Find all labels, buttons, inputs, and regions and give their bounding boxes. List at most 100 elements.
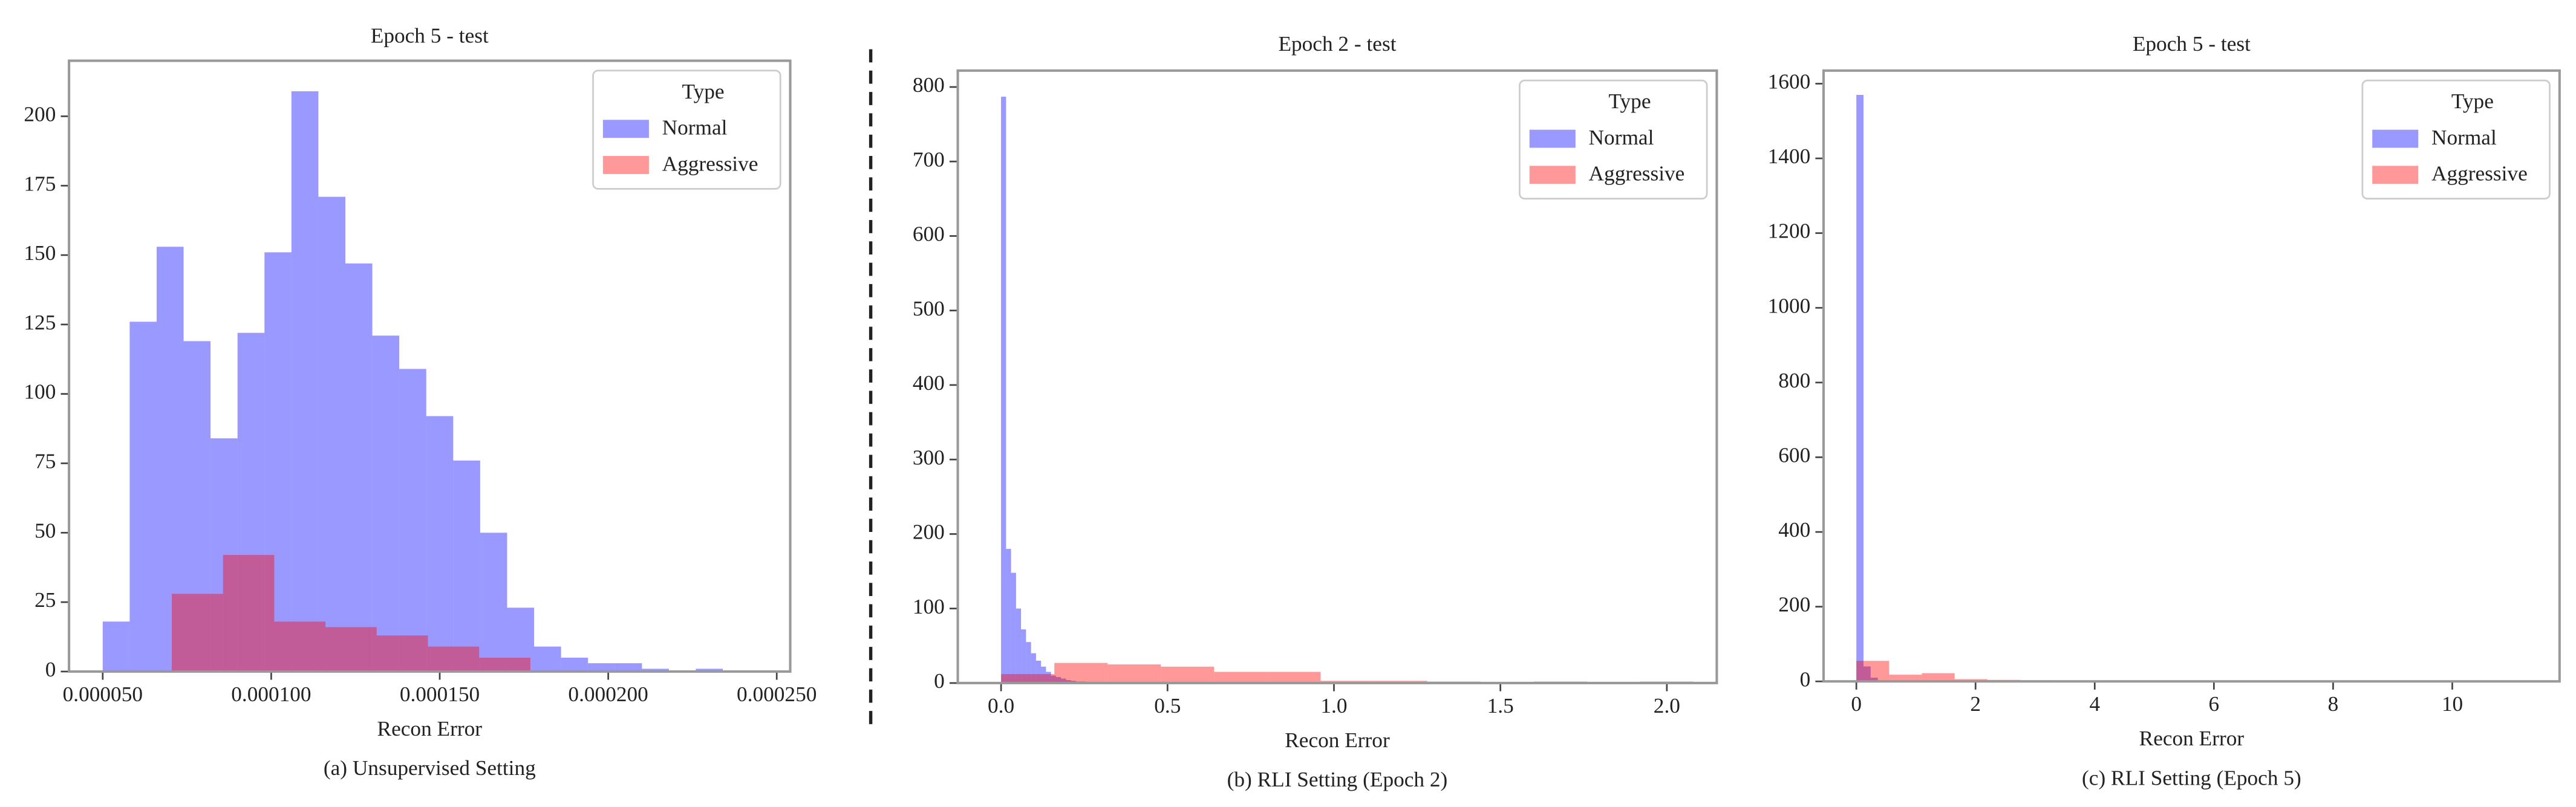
x-tick-label: 0.000100 [231,682,311,706]
y-tick-label: 800 [913,73,945,97]
plot-frame [956,69,1718,684]
legend-box [1519,79,1708,200]
histogram-bar [453,460,480,672]
legend-swatch [1529,129,1576,148]
histogram-bar [1046,672,1051,683]
legend-title: Type [2451,89,2494,113]
y-tick-label: 600 [913,222,945,246]
histogram-bar [426,416,454,672]
y-tick-label: 100 [24,380,56,404]
y-tick-label: 400 [1778,518,1810,542]
histogram-bar [318,196,345,672]
x-tick-label: 0.000250 [737,682,817,706]
histogram-bar [479,657,530,672]
histogram-bar [480,533,507,672]
legend: Type Normal Aggressive [1519,79,1708,200]
x-tick-label: 1.5 [1487,694,1514,718]
y-tick-label: 800 [1778,369,1810,392]
y-tick-label: 125 [24,311,56,334]
x-tick-label: 0 [1851,692,1862,716]
histogram-bar [372,335,400,672]
caption: (b) RLI Setting (Epoch 2) [1227,768,1448,791]
histogram-bar [1006,549,1011,683]
histogram-bar [1161,666,1215,683]
y-tick-label: 1600 [1768,70,1811,94]
legend-label: Aggressive [1589,162,1685,186]
legend: Type Normal Aggressive [2361,79,2551,200]
histogram-bar [1001,96,1006,683]
y-tick-label: 200 [913,520,945,544]
legend-label: Aggressive [2431,162,2528,186]
x-tick-label: 10 [2442,692,2463,716]
y-tick-label: 25 [34,588,56,612]
histogram-bar [1066,679,1071,683]
caption: (c) RLI Setting (Epoch 5) [2082,766,2301,789]
y-tick-label: 75 [34,450,56,473]
y-tick-label: 0 [45,658,56,681]
histogram-bar [399,369,426,672]
histogram-bar [291,91,319,672]
x-tick-label: 2 [1970,692,1981,716]
legend-swatch [2372,129,2419,148]
x-axis-label: Recon Error [1285,728,1390,752]
histogram-bar [1011,572,1016,683]
y-tick-label: 150 [24,241,56,265]
x-tick-label: 8 [2328,692,2339,716]
histogram-bar [274,621,326,672]
y-tick-label: 0 [1800,667,1811,691]
legend-label: Normal [1589,126,1654,149]
histogram-bar [1055,677,1061,683]
y-tick-label: 100 [913,595,945,618]
histogram-bar [561,657,589,672]
caption: (a) Unsupervised Setting [324,756,536,780]
histogram-bar [223,555,275,672]
histogram-bar [1041,666,1046,683]
y-tick-label: 200 [1778,593,1810,617]
histogram-bar [1856,661,1890,682]
y-tick-label: 50 [34,519,56,542]
y-tick-label: 0 [934,669,945,693]
histogram-bar [534,646,561,672]
y-tick-label: 600 [1778,444,1810,467]
legend: Type Normal Aggressive [592,70,781,190]
x-tick-label: 6 [2209,692,2220,716]
legend-swatch [1529,166,1576,184]
x-tick-label: 2.0 [1654,694,1680,718]
histogram-bar [1021,629,1026,683]
y-tick-label: 200 [24,102,56,126]
histogram-bar [1267,672,1321,683]
legend-title: Type [1608,89,1651,113]
chart-title: Epoch 5 - test [2133,32,2251,56]
y-tick-label: 700 [913,147,945,171]
x-axis-label: Recon Error [2139,727,2245,750]
histogram-bar [1922,673,1955,682]
y-tick-label: 400 [913,371,945,395]
histogram-bar [696,669,723,672]
histogram-bar [1016,608,1022,683]
y-tick-label: 500 [913,297,945,320]
histogram-bar [129,322,157,672]
histogram-bar [376,635,428,672]
histogram-bar [237,332,265,672]
histogram-bar [345,263,373,672]
histogram-bar [1107,664,1161,683]
histogram-bar [1889,675,1922,682]
legend-box [2361,79,2551,200]
histogram-bar [588,663,615,672]
y-tick-label: 1000 [1768,294,1811,317]
chart-title: Epoch 5 - test [371,24,489,48]
legend-box [592,70,781,190]
histogram-bar [1863,666,1871,682]
histogram-bar [1856,94,1864,682]
histogram-bar [1061,678,1066,683]
x-tick-label: 0.000200 [568,682,648,706]
histogram-bar [172,594,223,672]
x-tick-label: 0.5 [1154,694,1181,718]
histogram-bar [264,252,292,672]
histogram-bar [325,627,377,672]
x-tick-label: 0.000150 [400,682,480,706]
histogram-bar [102,621,130,672]
histogram-bar [615,663,642,672]
plot-frame [68,59,792,673]
